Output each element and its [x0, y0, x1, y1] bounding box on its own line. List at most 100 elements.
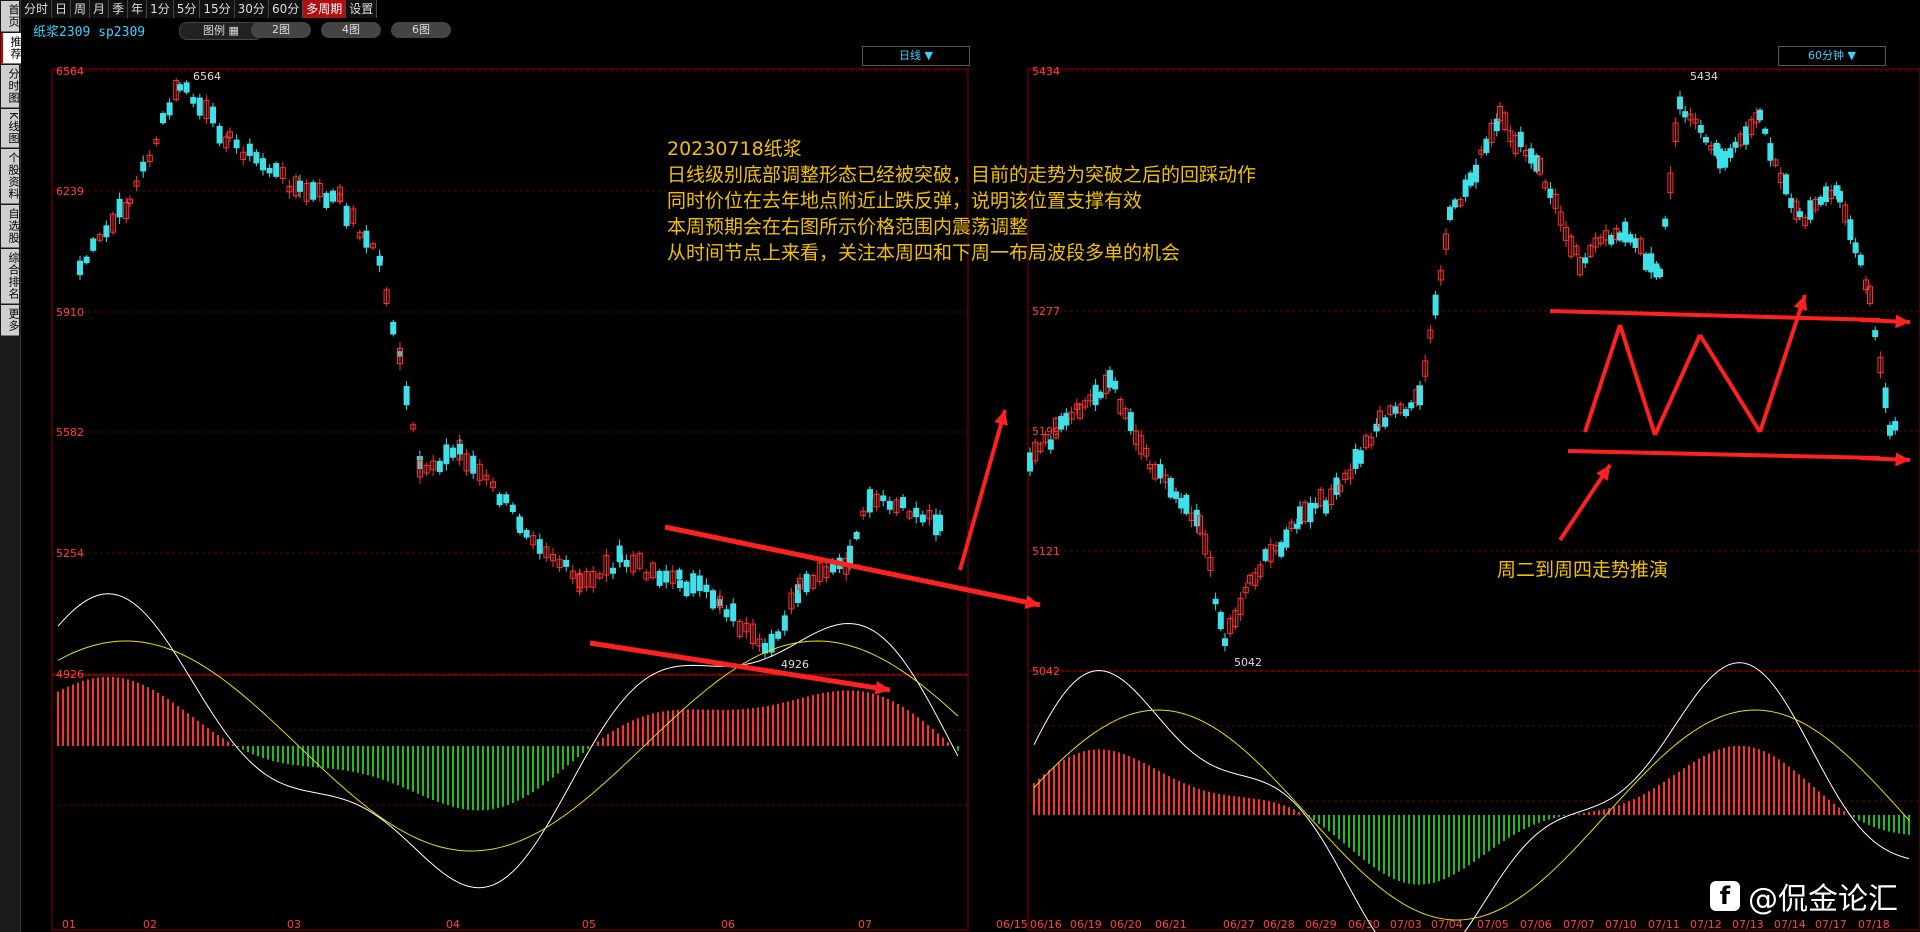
right-chart-time-tick: 07/06	[1520, 918, 1552, 931]
layout-2-button[interactable]: 2图	[251, 22, 311, 38]
right-chart-candle	[1473, 164, 1479, 183]
period-menu-item[interactable]: 设置	[346, 0, 378, 18]
legend-button[interactable]: 图例 ▦	[179, 22, 263, 40]
right-chart-candle	[1537, 157, 1543, 175]
scenario-zigzag	[1653, 334, 1702, 436]
left-chart-candle	[490, 481, 496, 489]
period-menu-item[interactable]: 季	[109, 0, 129, 18]
right-chart-candle	[1437, 270, 1444, 281]
right-chart-candle	[1608, 234, 1615, 245]
left-chart-candle	[246, 143, 253, 156]
left-chart-candle	[423, 464, 430, 474]
sidebar-tab[interactable]: 更多	[1, 305, 20, 337]
right-chart-candle	[1563, 226, 1569, 241]
left-chart-candle	[937, 514, 943, 532]
range-bottom-arrow-head	[1895, 452, 1910, 467]
left-chart-candle	[96, 234, 103, 241]
left-chart-candle	[223, 136, 230, 149]
right-chart-candle	[1488, 123, 1495, 143]
left-chart-time-tick: 05	[582, 918, 596, 931]
right-chart-candle	[1557, 211, 1564, 226]
left-chart-price-tick: 4926	[56, 668, 84, 681]
sidebar-tab[interactable]: 首页	[1, 1, 20, 32]
left-chart-time-tick: 01	[62, 918, 76, 931]
trendline-lower-arrow-head	[874, 680, 890, 695]
left-chart-price-tick: 5254	[56, 547, 84, 560]
sidebar-tab[interactable]: 分时图	[1, 65, 20, 108]
right-chart-candle	[1097, 391, 1104, 398]
right-chart-candle	[1368, 436, 1375, 446]
period-menu-item[interactable]: 1分	[147, 0, 174, 18]
right-chart-candle	[1307, 502, 1314, 523]
sidebar-tab[interactable]: 推荐	[1, 33, 22, 64]
right-chart-candle	[1648, 253, 1655, 273]
period-menu-item[interactable]: 周	[71, 0, 91, 18]
left-chart-candle	[696, 575, 703, 592]
right-chart-candle	[1662, 218, 1669, 227]
left-chart-price-tick: 6564	[56, 65, 84, 78]
right-chart-candle	[1073, 403, 1080, 410]
right-chart-candle	[1107, 370, 1113, 388]
right-period-select[interactable]: 60分钟 ▼	[1778, 46, 1886, 66]
left-chart-frame	[51, 68, 969, 931]
right-chart-candle	[1373, 423, 1380, 432]
period-menu-item[interactable]: 日	[52, 0, 72, 18]
right-chart-candle	[1677, 96, 1683, 110]
right-chart-dea-line	[1033, 709, 1910, 921]
right-chart-candle	[1682, 111, 1689, 118]
period-menu-item[interactable]: 5分	[173, 0, 201, 18]
right-chart-time-tick: 06/27	[1223, 918, 1255, 931]
right-chart-candle	[1757, 109, 1763, 121]
right-chart-candle	[1643, 253, 1649, 271]
sidebar-tab[interactable]: 自选股	[1, 205, 20, 249]
period-menu-item[interactable]: 60分	[268, 0, 304, 18]
layout-6-button[interactable]: 6图	[391, 22, 451, 38]
range-top-arrow-head	[1895, 314, 1910, 329]
right-chart-candle	[1257, 564, 1264, 577]
period-menu-item[interactable]: 分时	[21, 0, 53, 18]
right-chart-candle	[1743, 126, 1749, 145]
sidebar-tab[interactable]: 综合排名	[1, 249, 20, 305]
sidebar-tabs: 首页 推荐 分时图 K线图 个股资料 自选股 综合排名 更多	[0, 0, 22, 932]
layout-4-button[interactable]: 4图	[321, 22, 381, 38]
toolbar: 纸浆2309 sp2309 图例 ▦ 2图 4图 6图	[21, 19, 1920, 41]
right-chart-candle	[1823, 186, 1829, 203]
period-menu-item[interactable]: 15分	[200, 0, 235, 18]
left-chart-candle	[517, 517, 523, 534]
left-chart-price-tick: 5910	[56, 306, 84, 319]
right-chart-candle	[1408, 402, 1415, 409]
left-chart-candle	[146, 154, 153, 163]
right-chart-time-tick: 07/03	[1390, 918, 1422, 931]
left-chart-candle	[576, 572, 583, 592]
right-chart-candle	[1528, 148, 1535, 164]
left-chart-candle	[536, 539, 543, 554]
period-menu-item[interactable]: 年	[128, 0, 148, 18]
left-chart-candle	[583, 571, 590, 588]
right-chart-time-tick: 06/20	[1110, 918, 1142, 931]
sidebar-tab[interactable]: 个股资料	[1, 149, 20, 205]
period-menu-item[interactable]: 月	[90, 0, 110, 18]
annotation-line: 本周预期会在右图所示价格范围内震荡调整	[667, 216, 1029, 238]
right-chart-candle	[1703, 137, 1709, 143]
right-chart-candle	[1092, 384, 1099, 406]
left-chart-candle	[390, 321, 397, 335]
period-menu-item[interactable]: 多周期	[303, 0, 347, 18]
right-chart-candle	[1692, 118, 1699, 124]
right-chart-candle	[1582, 257, 1589, 264]
sidebar-tab[interactable]: K线图	[1, 109, 20, 149]
right-chart-candle	[1467, 172, 1474, 186]
left-chart-candle	[623, 559, 630, 567]
right-chart-candle	[1847, 219, 1854, 241]
left-chart-candle	[913, 507, 920, 518]
left-chart-candle	[90, 238, 97, 251]
period-menu-item[interactable]: 30分	[234, 0, 269, 18]
left-chart-candle	[116, 199, 123, 218]
left-chart-candle	[550, 554, 556, 562]
right-chart-time-tick: 07/10	[1605, 918, 1637, 931]
right-chart-time-tick: 06/30	[1348, 918, 1380, 931]
right-chart-candle	[1267, 544, 1274, 563]
left-period-select[interactable]: 日线 ▼	[862, 46, 970, 66]
left-chart-candle	[503, 494, 510, 504]
right-chart-time-tick: 07/17	[1815, 918, 1847, 931]
